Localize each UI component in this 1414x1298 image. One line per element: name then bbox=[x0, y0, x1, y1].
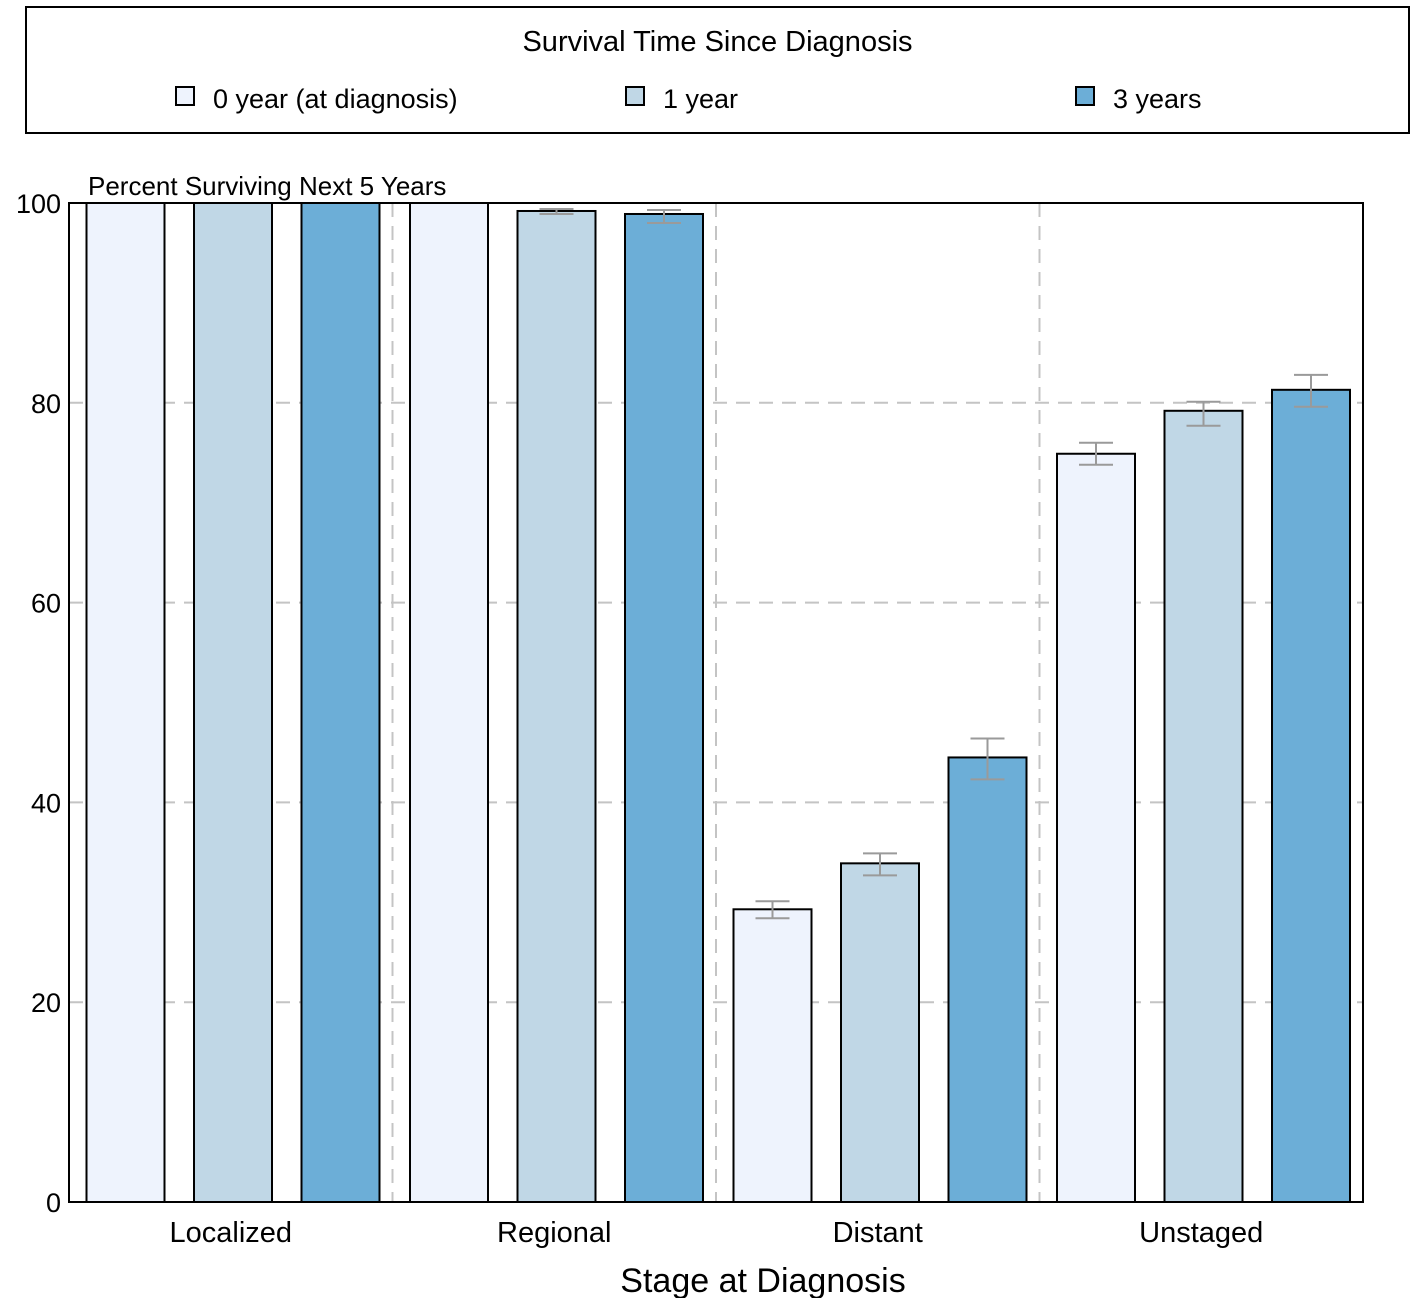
bar-unstaged-series-1 bbox=[1163, 409, 1244, 1203]
legend-label-1-year: 1 year bbox=[663, 83, 739, 114]
x-tick-label-regional: Regional bbox=[497, 1217, 611, 1249]
y-tick-label-0: 0 bbox=[46, 1188, 61, 1218]
bar-regional-series-2 bbox=[624, 212, 704, 1203]
legend-swatch-3-years bbox=[1075, 86, 1095, 106]
legend-item-1-year: 1 year bbox=[625, 82, 738, 116]
y-axis-label: Percent Surviving Next 5 Years bbox=[88, 171, 446, 201]
bar-distant-series-1 bbox=[840, 862, 920, 1203]
plot-frame bbox=[68, 202, 1364, 1203]
bar-regional-series-1 bbox=[516, 209, 597, 1203]
x-axis-label: Stage at Diagnosis bbox=[620, 1262, 905, 1298]
bar-unstaged-series-0 bbox=[1056, 452, 1136, 1203]
bar-regional-series-0 bbox=[409, 202, 489, 1203]
y-tick-label-40: 40 bbox=[31, 788, 61, 818]
legend-label-3-years: 3 years bbox=[1113, 83, 1202, 114]
bar-distant-series-0 bbox=[732, 908, 813, 1204]
legend: Survival Time Since Diagnosis 0 year (at… bbox=[25, 6, 1410, 134]
y-tick-label-80: 80 bbox=[31, 389, 61, 419]
legend-title: Survival Time Since Diagnosis bbox=[522, 26, 913, 58]
legend-swatch-0-year bbox=[175, 86, 195, 106]
error-bars bbox=[539, 207, 1328, 920]
bar-unstaged-series-2 bbox=[1271, 388, 1351, 1203]
bar-localized-series-2 bbox=[300, 202, 381, 1203]
bar-localized-series-0 bbox=[85, 202, 166, 1203]
legend-item-3-years: 3 years bbox=[1075, 82, 1202, 116]
grid-lines bbox=[69, 203, 1363, 1202]
legend-label-0-year: 0 year (at diagnosis) bbox=[213, 83, 458, 114]
bar-localized-series-1 bbox=[193, 202, 273, 1203]
bar-distant-series-2 bbox=[947, 756, 1028, 1203]
x-tick-label-unstaged: Unstaged bbox=[1139, 1217, 1263, 1249]
y-tick-label-60: 60 bbox=[31, 589, 61, 619]
x-tick-label-distant: Distant bbox=[833, 1217, 923, 1249]
x-tick-label-localized: Localized bbox=[169, 1217, 292, 1249]
y-tick-label-20: 20 bbox=[31, 988, 61, 1018]
axis-labels: 0 20 40 60 80 100 Localized Regional Distant Unst… bbox=[16, 189, 1263, 1249]
bars bbox=[85, 202, 1351, 1204]
legend-swatch-1-year bbox=[625, 86, 645, 106]
legend-item-0-year: 0 year (at diagnosis) bbox=[175, 82, 458, 116]
y-tick-label-100: 100 bbox=[16, 189, 61, 219]
